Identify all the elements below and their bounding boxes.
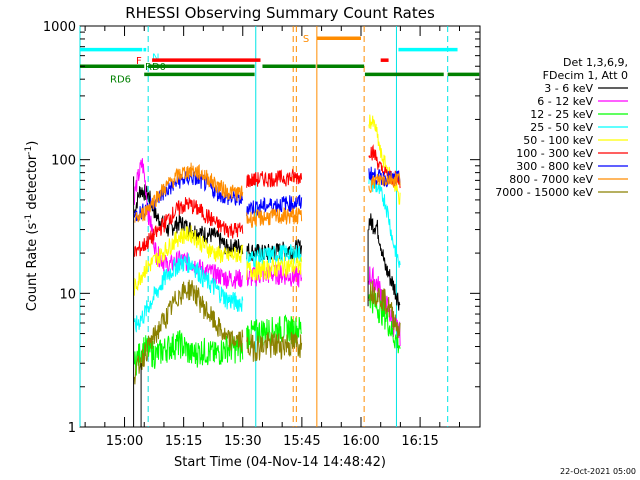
series-trace	[133, 197, 244, 257]
x-tick-label: 16:00	[342, 434, 379, 449]
legend-entry-label: 100 - 300 keV	[516, 147, 593, 160]
series-lines	[133, 114, 401, 427]
y-tick-label: 10	[59, 287, 76, 302]
series-trace	[246, 168, 303, 188]
flag-label: S	[303, 34, 309, 45]
series-trace	[246, 331, 303, 362]
x-tick-label: 15:00	[106, 434, 143, 449]
x-tick-label: 15:30	[224, 434, 261, 449]
y-tick-label: 1000	[43, 20, 76, 35]
legend-header: Det 1,3,6,9,	[563, 56, 628, 69]
legend-entry-label: 7000 - 15000 keV	[495, 186, 593, 199]
y-axis-label-mid: detector	[25, 154, 40, 214]
series-trace	[368, 172, 401, 193]
legend-entry-label: 800 - 7000 keV	[509, 173, 593, 186]
y-axis: 1 10 100 1000	[43, 20, 480, 436]
flag-label: RD0	[145, 62, 166, 73]
y-axis-label-main: Count Rate (s	[25, 223, 40, 312]
x-tick-label: 15:45	[283, 434, 320, 449]
legend-entry-label: 50 - 100 keV	[523, 134, 593, 147]
x-axis-label: Start Time (04-Nov-14 14:48:42)	[174, 455, 386, 470]
legend-header: FDecim 1, Att 0	[543, 69, 628, 82]
series-trace	[133, 279, 244, 385]
x-tick-label: 15:15	[165, 434, 202, 449]
y-axis-label-sup: -1	[24, 214, 34, 223]
series-trace	[134, 162, 244, 223]
flag-label: F	[136, 56, 142, 67]
y-axis-label-end: )	[25, 141, 40, 146]
chart-title: RHESSI Observing Summary Count Rates	[125, 4, 435, 22]
legend-entry-label: 6 - 12 keV	[537, 95, 593, 108]
x-axis: 15:00 15:15 15:30 15:45 16:00 16:15	[84, 26, 461, 449]
series-trace	[133, 225, 244, 296]
series-trace	[368, 114, 401, 205]
legend-entry-label: 12 - 25 keV	[530, 108, 593, 121]
y-tick-label: 100	[51, 154, 76, 169]
flag-label: N	[152, 53, 159, 64]
series-trace	[246, 207, 303, 228]
series-trace	[246, 256, 303, 281]
series-trace	[368, 166, 401, 188]
series-trace	[368, 280, 401, 339]
legend-entry-label: 300 - 800 keV	[516, 160, 593, 173]
y-axis-label-sup2: -1	[24, 146, 34, 155]
legend-entry-label: 25 - 50 keV	[530, 121, 593, 134]
series-trace	[246, 314, 303, 349]
series-trace	[368, 213, 401, 311]
y-axis-label: Count Rate (s-1 detector-1)	[24, 141, 40, 312]
footer-timestamp: 22-Oct-2021 05:00	[560, 467, 636, 476]
series-trace	[246, 194, 303, 217]
x-tick-label: 16:15	[401, 434, 438, 449]
series-trace	[133, 330, 244, 376]
series-trace	[133, 253, 244, 333]
y-tick-label: 1	[68, 421, 76, 436]
legend-entry-label: 3 - 6 keV	[544, 82, 593, 95]
flag-label: RD6	[110, 74, 131, 85]
event-markers	[79, 26, 449, 427]
